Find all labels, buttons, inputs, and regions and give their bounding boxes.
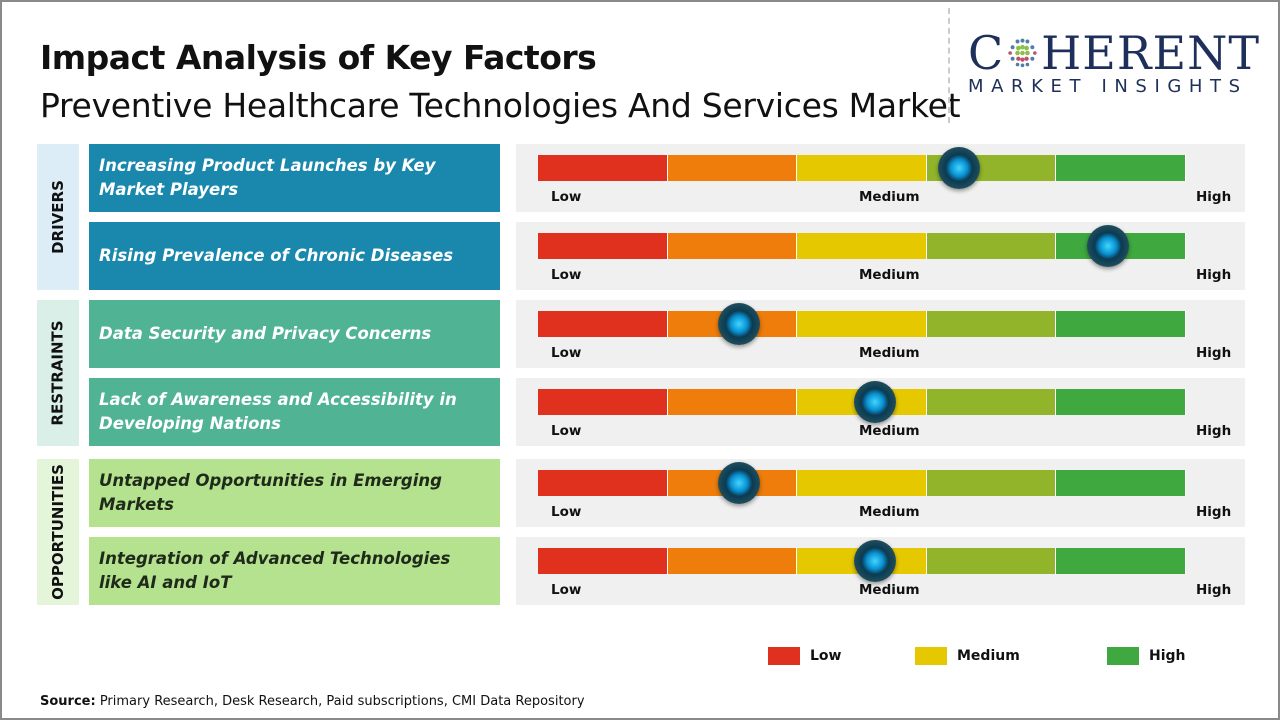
gauge-segment bbox=[926, 470, 1057, 496]
globe-dots-icon bbox=[1008, 38, 1037, 68]
factor-label: Untapped Opportunities in Emerging Marke… bbox=[89, 459, 500, 527]
gauge-high-label: High bbox=[1196, 345, 1232, 361]
legend-low: Low bbox=[768, 647, 841, 665]
gauge-medium-label: Medium bbox=[859, 582, 920, 598]
gauge-segment bbox=[538, 548, 668, 574]
gauge-segment bbox=[926, 233, 1057, 259]
category-opportunities: OPPORTUNITIES bbox=[37, 459, 79, 605]
page-subtitle: Preventive Healthcare Technologies And S… bbox=[40, 86, 961, 125]
gauge-high-label: High bbox=[1196, 504, 1232, 520]
gauge-segment bbox=[1056, 470, 1186, 496]
gauge-segment bbox=[667, 155, 798, 181]
gauge-low-label: Low bbox=[551, 345, 582, 361]
gauge-high-label: High bbox=[1196, 582, 1232, 598]
gauge-high-label: High bbox=[1196, 423, 1232, 439]
gauge-low-label: Low bbox=[551, 582, 582, 598]
gauge-medium-label: Medium bbox=[859, 189, 920, 205]
impact-gauge: Low Medium High bbox=[516, 537, 1245, 605]
gauge-medium-label: Medium bbox=[859, 267, 920, 283]
gauge-segment bbox=[538, 389, 668, 415]
logo-subtext: MARKET INSIGHTS bbox=[968, 76, 1248, 97]
category-restraints: RESTRAINTS bbox=[37, 300, 79, 446]
gauge-segment bbox=[926, 548, 1057, 574]
gauge-medium-label: Medium bbox=[859, 423, 920, 439]
impact-marker bbox=[853, 540, 896, 582]
factor-label: Lack of Awareness and Accessibility in D… bbox=[89, 378, 500, 446]
factor-label: Integration of Advanced Technologies lik… bbox=[89, 537, 500, 605]
impact-gauge: Low Medium High bbox=[516, 222, 1245, 290]
impact-marker bbox=[1087, 225, 1130, 267]
impact-marker bbox=[717, 462, 760, 504]
source-note: Source: Primary Research, Desk Research,… bbox=[40, 694, 585, 709]
gauge-medium-label: Medium bbox=[859, 504, 920, 520]
gauge-segment bbox=[926, 389, 1057, 415]
legend-high: High bbox=[1107, 647, 1186, 665]
factor-label: Increasing Product Launches by Key Marke… bbox=[89, 144, 500, 212]
gauge-medium-label: Medium bbox=[859, 345, 920, 361]
impact-marker bbox=[717, 303, 760, 345]
gauge-segment bbox=[797, 311, 927, 337]
gauge-high-label: High bbox=[1196, 189, 1232, 205]
gauge-bar bbox=[538, 548, 1186, 574]
gauge-segment bbox=[1056, 311, 1186, 337]
impact-marker bbox=[938, 147, 981, 189]
gauge-segment bbox=[797, 233, 927, 259]
gauge-segment bbox=[926, 311, 1057, 337]
logo: C HERENT MARKET INSIGHTS bbox=[968, 26, 1260, 97]
impact-gauge: Low Medium High bbox=[516, 144, 1245, 212]
gauge-segment bbox=[797, 470, 927, 496]
gauge-segment bbox=[538, 233, 668, 259]
category-drivers: DRIVERS bbox=[37, 144, 79, 290]
gauge-segment bbox=[667, 233, 798, 259]
gauge-segment bbox=[1056, 155, 1186, 181]
gauge-low-label: Low bbox=[551, 267, 582, 283]
gauge-low-label: Low bbox=[551, 189, 582, 205]
factor-label: Data Security and Privacy Concerns bbox=[89, 300, 500, 368]
gauge-bar bbox=[538, 470, 1186, 496]
gauge-segment bbox=[797, 155, 927, 181]
gauge-bar bbox=[538, 389, 1186, 415]
impact-gauge: Low Medium High bbox=[516, 300, 1245, 368]
factor-label: Rising Prevalence of Chronic Diseases bbox=[89, 222, 500, 290]
gauge-segment bbox=[1056, 389, 1186, 415]
gauge-segment bbox=[667, 548, 798, 574]
gauge-bar bbox=[538, 311, 1186, 337]
gauge-segment bbox=[538, 311, 668, 337]
legend-medium: Medium bbox=[915, 647, 1020, 665]
gauge-bar bbox=[538, 233, 1186, 259]
gauge-segment bbox=[538, 155, 668, 181]
divider bbox=[948, 8, 950, 123]
logo-text: HERENT bbox=[1041, 26, 1260, 80]
gauge-segment bbox=[1056, 548, 1186, 574]
gauge-high-label: High bbox=[1196, 267, 1232, 283]
impact-gauge: Low Medium High bbox=[516, 378, 1245, 446]
gauge-bar bbox=[538, 155, 1186, 181]
gauge-segment bbox=[538, 470, 668, 496]
gauge-low-label: Low bbox=[551, 423, 582, 439]
gauge-segment bbox=[667, 389, 798, 415]
page-title: Impact Analysis of Key Factors bbox=[40, 38, 597, 77]
gauge-low-label: Low bbox=[551, 504, 582, 520]
impact-gauge: Low Medium High bbox=[516, 459, 1245, 527]
impact-marker bbox=[853, 381, 896, 423]
